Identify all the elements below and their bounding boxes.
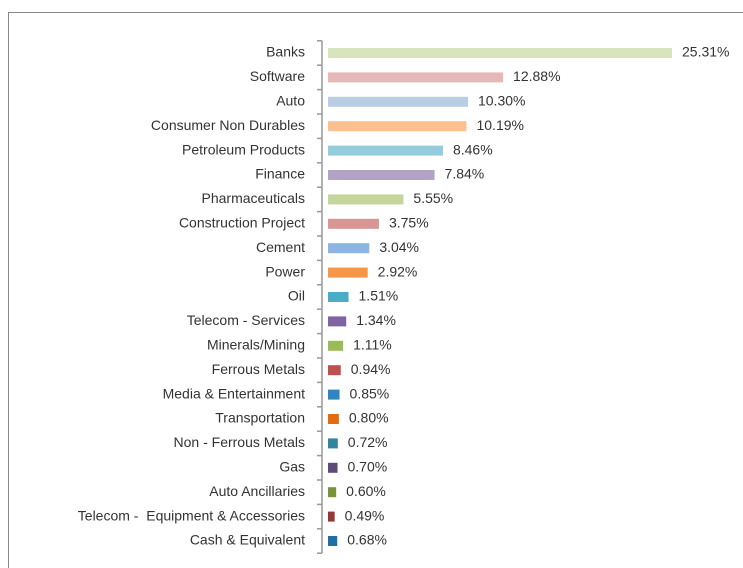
bar (328, 511, 335, 522)
bar (328, 438, 338, 449)
category-label: Non - Ferrous Metals (174, 434, 305, 450)
value-label: 8.46% (453, 141, 493, 157)
value-label: 10.30% (478, 93, 525, 109)
value-label: 0.85% (350, 385, 390, 401)
value-label: 1.51% (359, 288, 399, 304)
category-label: Telecom - Services (187, 312, 305, 328)
bar (328, 365, 341, 376)
category-label: Minerals/Mining (207, 337, 305, 353)
bar (328, 316, 347, 327)
bar (328, 462, 338, 473)
category-label: Telecom - Equipment & Accessories (78, 507, 305, 523)
bar (328, 145, 443, 156)
category-label: Petroleum Products (182, 141, 305, 157)
category-label: Power (265, 263, 305, 279)
bar (328, 96, 468, 107)
category-label: Media & Entertainment (163, 385, 306, 401)
value-label: 0.68% (347, 532, 387, 548)
value-label: 12.88% (513, 68, 560, 84)
category-label: Ferrous Metals (212, 361, 305, 377)
value-label: 5.55% (413, 190, 453, 206)
value-label: 25.31% (682, 44, 729, 60)
category-label: Auto Ancillaries (209, 483, 305, 499)
value-label: 3.04% (379, 239, 419, 255)
category-label: Auto (276, 93, 305, 109)
bar (328, 194, 404, 205)
bar (328, 292, 349, 302)
category-label: Cash & Equivalent (190, 532, 305, 548)
value-label: 0.49% (345, 507, 385, 523)
bar (328, 170, 435, 180)
bar (328, 72, 504, 83)
bar (328, 48, 672, 58)
value-label: 0.80% (349, 410, 389, 426)
value-label: 7.84% (445, 166, 485, 182)
category-label: Pharmaceuticals (202, 190, 306, 206)
value-label: 0.72% (348, 434, 388, 450)
category-label: Consumer Non Durables (151, 117, 305, 133)
value-label: 3.75% (389, 215, 429, 231)
category-label: Banks (266, 44, 305, 60)
category-label: Cement (256, 239, 305, 255)
value-label: 1.34% (356, 312, 396, 328)
category-label: Oil (288, 288, 305, 304)
value-label: 0.94% (351, 361, 391, 377)
bar (328, 243, 370, 254)
value-label: 2.92% (378, 263, 418, 279)
category-label: Software (250, 68, 305, 84)
value-label: 10.19% (476, 117, 523, 133)
bar (328, 389, 340, 400)
bar (328, 267, 368, 278)
category-label: Finance (255, 166, 305, 182)
category-label: Transportation (215, 410, 305, 426)
category-label: Gas (279, 459, 305, 475)
bar (328, 218, 379, 229)
category-label: Construction Project (179, 215, 305, 231)
bar (328, 414, 339, 424)
value-label: 0.70% (348, 459, 388, 475)
bar (328, 536, 338, 546)
value-label: 1.11% (353, 337, 392, 353)
value-label: 0.60% (346, 483, 386, 499)
bar (328, 121, 467, 132)
bar (328, 340, 344, 351)
bar (328, 487, 337, 498)
